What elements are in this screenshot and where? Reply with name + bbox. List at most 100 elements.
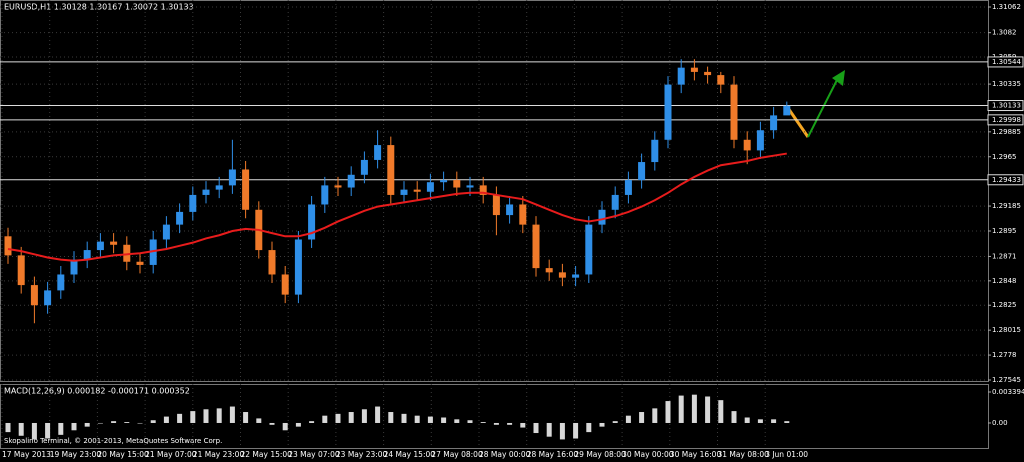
candle-body — [123, 244, 131, 262]
y-tick-label: 1.2965 — [992, 153, 1017, 161]
x-tick-label: 29 May 08:00 — [574, 450, 626, 459]
macd-bar — [691, 394, 697, 423]
macd-bar — [744, 417, 750, 423]
macd-bar — [533, 422, 539, 434]
candle-body — [360, 159, 368, 175]
x-tick-label: 20 May 15:00 — [97, 450, 149, 459]
candle-body — [572, 274, 580, 278]
x-tick-label: 27 May 08:00 — [431, 450, 483, 459]
y-tick-label: 1.2895 — [992, 227, 1017, 235]
macd-bar — [97, 422, 103, 424]
candle-body — [321, 185, 329, 205]
macd-bar — [163, 416, 169, 423]
macd-bar — [586, 422, 592, 433]
candle-body — [334, 185, 342, 188]
x-tick-label: 17 May 2013 — [2, 450, 51, 459]
macd-frame — [0, 384, 989, 449]
candle-body — [413, 189, 421, 192]
footer: Skopalino Terminal, © 2001-2013, MetaQuo… — [4, 437, 222, 445]
candle-body — [426, 182, 434, 192]
macd-bar — [507, 422, 513, 425]
macd-bar — [137, 422, 143, 424]
macd-bar — [731, 411, 737, 423]
candle-body — [374, 145, 382, 160]
macd-bar — [177, 413, 183, 423]
level-label: 1.30133 — [992, 102, 1021, 110]
macd-bar — [58, 422, 64, 435]
candle-body — [136, 261, 144, 265]
candle-body — [651, 139, 659, 163]
macd-bar — [559, 422, 565, 440]
level-label: 1.29433 — [992, 176, 1021, 184]
y-tick-label: 1.3082 — [992, 29, 1017, 37]
forecast-arrow-up — [807, 77, 839, 138]
candle-body — [598, 209, 606, 225]
macd-bar — [335, 413, 341, 423]
candle-body — [730, 84, 738, 140]
x-tick-label: 22 May 15:00 — [241, 450, 293, 459]
candle-body — [611, 194, 619, 210]
candle-body — [4, 236, 12, 256]
macd-bar — [441, 417, 447, 423]
candle-body — [347, 174, 355, 188]
candle-body — [308, 204, 316, 240]
macd-bar — [348, 412, 354, 423]
macd-bar — [480, 422, 486, 423]
macd-bar — [309, 421, 315, 423]
candle-body — [664, 84, 672, 140]
macd-bar — [639, 412, 645, 423]
macd-bar — [18, 422, 24, 436]
candle-body — [215, 185, 223, 190]
macd-bar — [150, 420, 156, 423]
x-tick-label: 24 May 15:00 — [384, 450, 436, 459]
candle-body — [57, 274, 65, 291]
macd-bar — [784, 421, 790, 423]
macd-bar — [546, 422, 552, 437]
macd-bar — [45, 422, 51, 439]
macd-bar — [295, 422, 301, 427]
y-tick-label: 1.30335 — [992, 80, 1021, 88]
candle-body — [690, 67, 698, 72]
x-tick-label: 23 May 07:00 — [288, 450, 340, 459]
macd-bar — [322, 415, 328, 423]
candle-body — [677, 67, 685, 85]
candle-body — [440, 180, 448, 183]
candle-body — [228, 169, 236, 186]
candle-body — [110, 241, 118, 245]
candle-body — [202, 189, 210, 195]
candle-body — [30, 285, 38, 306]
macd-bar — [401, 413, 407, 423]
y-tick-label: 1.28015 — [992, 326, 1021, 334]
y-tick-label: 1.31062 — [992, 3, 1021, 11]
macd-bar — [652, 408, 658, 423]
candle-body — [479, 185, 487, 195]
macd-bar — [229, 406, 235, 423]
y-tick-label: 1.2848 — [992, 277, 1017, 285]
macd-bar — [427, 416, 433, 423]
candle-body — [545, 268, 553, 273]
price-frame — [0, 0, 989, 382]
y-tick-label: 1.2825 — [992, 301, 1017, 309]
candle-body — [44, 290, 52, 306]
x-tick-label: 3 Jun 01:00 — [765, 450, 808, 459]
macd-bar — [111, 421, 117, 423]
candle-body — [268, 250, 276, 275]
candle-body — [176, 211, 184, 225]
level-label-box — [987, 100, 1024, 112]
level-label-box — [987, 56, 1024, 68]
x-tick-label: 21 May 23:00 — [193, 450, 245, 459]
macd-bar — [599, 422, 605, 427]
y-tick-label: 1.29185 — [992, 202, 1021, 210]
macd-bar — [31, 422, 37, 440]
candle-body — [532, 224, 540, 269]
candle-body — [189, 194, 197, 212]
candle-body — [466, 185, 474, 188]
y-tick-label: 1.27545 — [992, 376, 1021, 384]
macd-bar — [493, 422, 499, 425]
macd-tick-label: 0.003394 — [992, 388, 1024, 396]
macd-bar — [5, 422, 11, 433]
candle-body — [783, 105, 791, 116]
macd-bar — [375, 406, 381, 423]
candle-body — [743, 139, 751, 151]
